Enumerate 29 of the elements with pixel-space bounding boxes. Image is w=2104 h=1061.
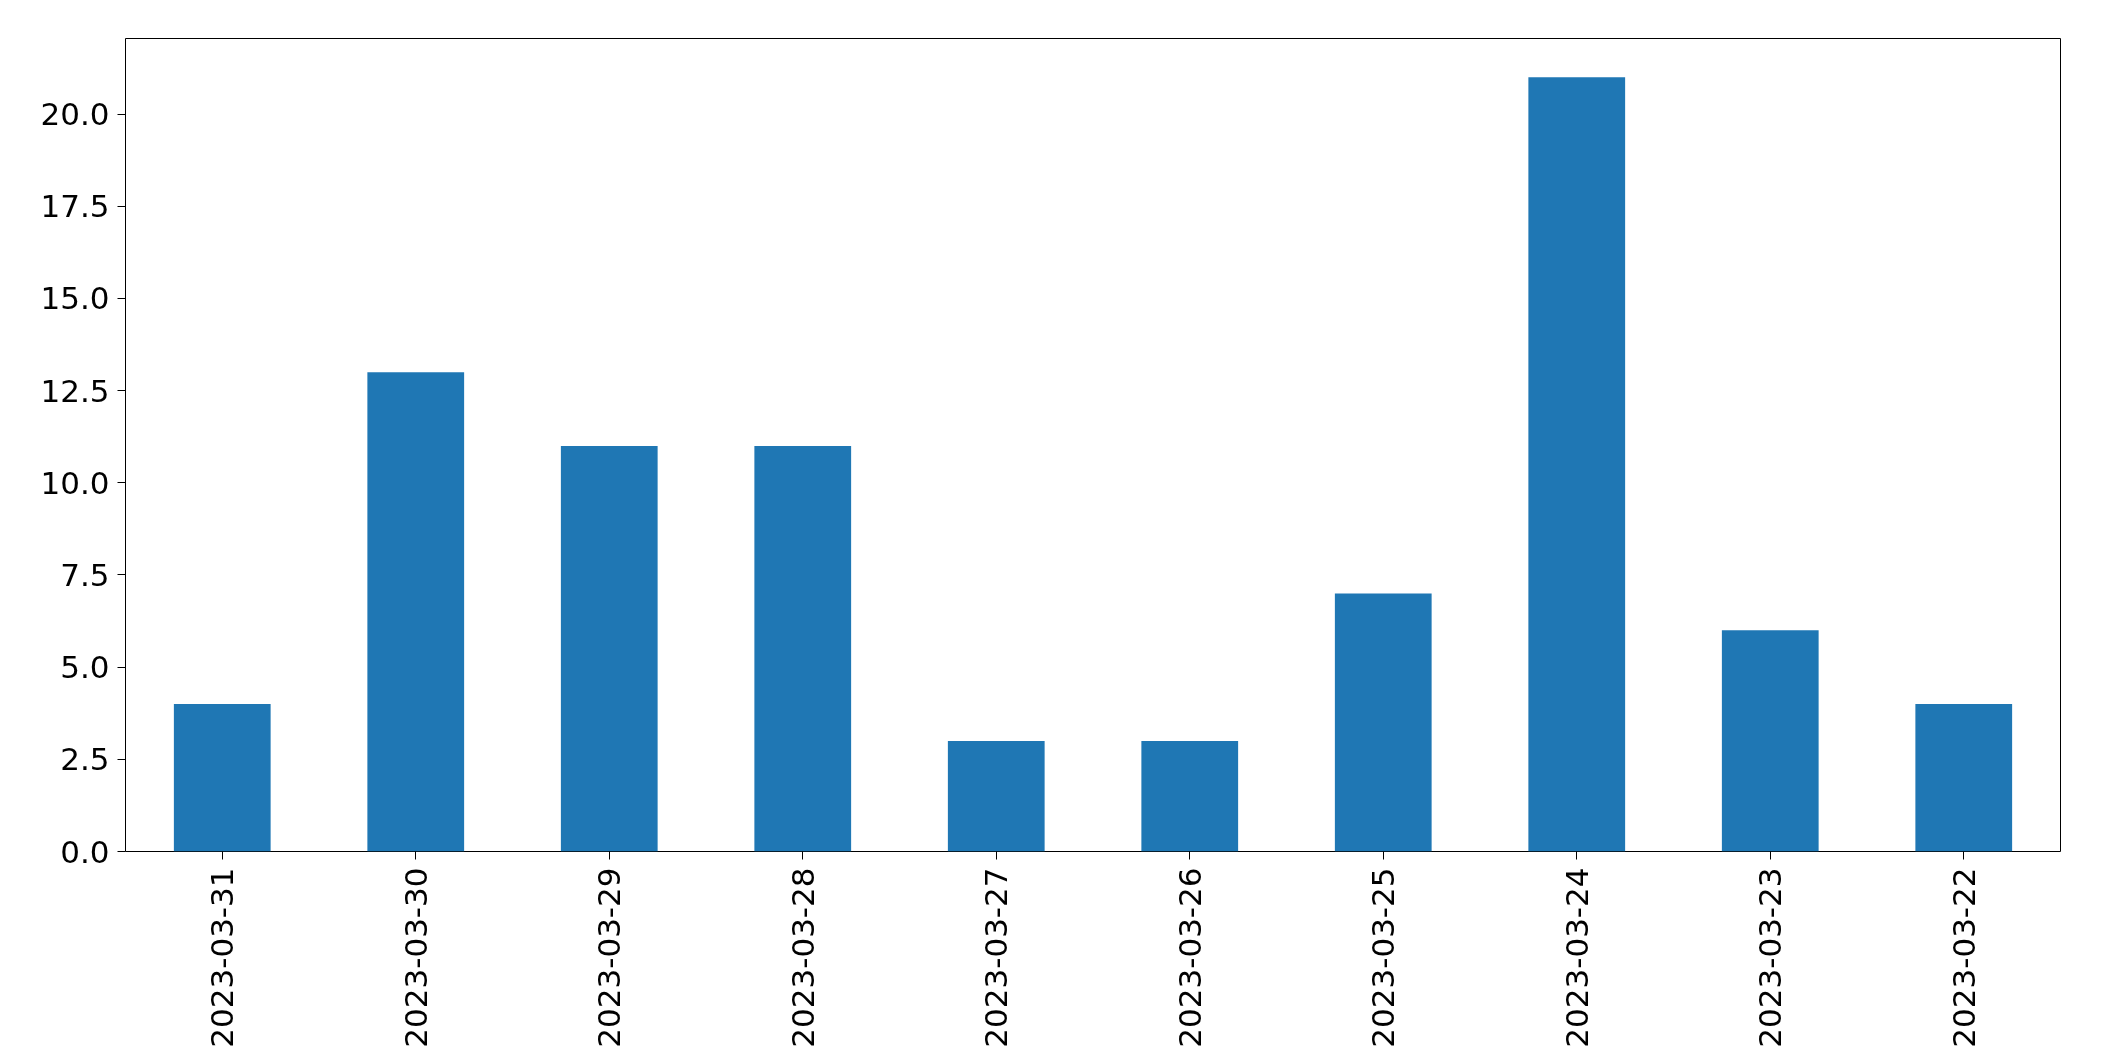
x-tick-label: 2023-03-23 bbox=[1752, 867, 1789, 1048]
bar bbox=[1334, 593, 1432, 852]
x-tick-label: 2023-03-29 bbox=[591, 867, 628, 1048]
y-tick-label: 17.5 bbox=[40, 188, 110, 225]
bar bbox=[560, 445, 658, 852]
bar bbox=[947, 740, 1045, 852]
x-tick-label: 2023-03-26 bbox=[1171, 867, 1208, 1048]
x-tick-label: 2023-03-31 bbox=[204, 867, 241, 1048]
y-tick-label: 5.0 bbox=[60, 649, 110, 686]
y-tick-label: 10.0 bbox=[40, 464, 110, 501]
bar bbox=[1141, 740, 1239, 852]
y-tick-label: 20.0 bbox=[40, 96, 110, 133]
y-tick-label: 7.5 bbox=[60, 556, 110, 593]
bar bbox=[1915, 704, 2013, 852]
bar bbox=[367, 372, 465, 852]
x-tick-label: 2023-03-30 bbox=[397, 867, 434, 1048]
bar bbox=[1721, 630, 1819, 852]
bar bbox=[754, 445, 852, 852]
x-tick-label: 2023-03-25 bbox=[1365, 867, 1402, 1048]
x-tick-label: 2023-03-28 bbox=[784, 867, 821, 1048]
y-tick-label: 0.0 bbox=[60, 833, 110, 870]
x-tick-label: 2023-03-24 bbox=[1558, 867, 1595, 1048]
x-tick-label: 2023-03-27 bbox=[978, 867, 1015, 1048]
y-tick-label: 15.0 bbox=[40, 280, 110, 317]
bar bbox=[173, 704, 271, 852]
x-tick-label: 2023-03-22 bbox=[1945, 867, 1982, 1048]
y-tick-label: 12.5 bbox=[40, 372, 110, 409]
y-tick-label: 2.5 bbox=[60, 741, 110, 778]
bar bbox=[1528, 77, 1626, 852]
